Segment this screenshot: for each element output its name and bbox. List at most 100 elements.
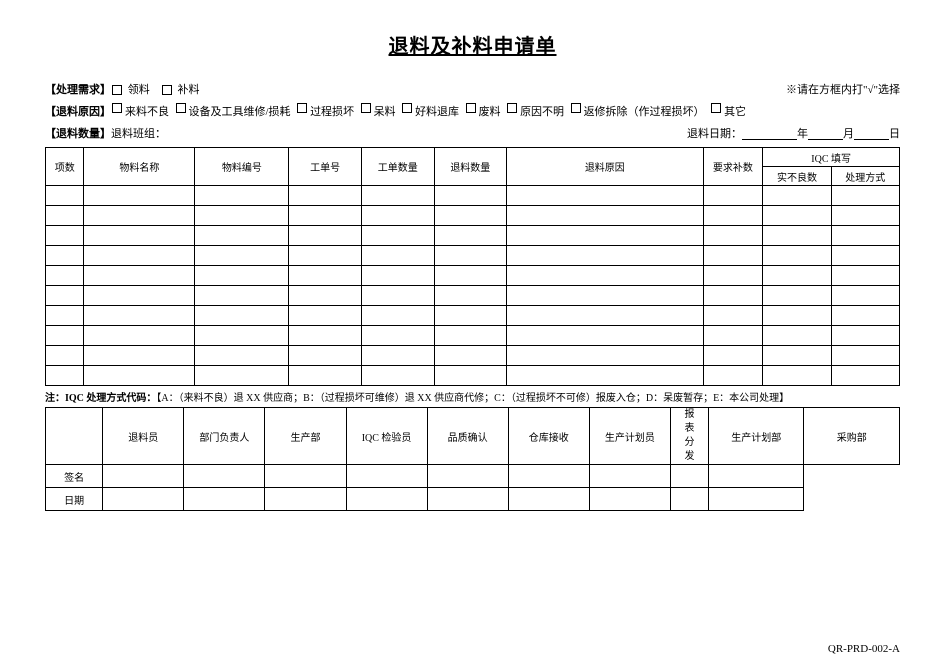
sign-cell[interactable] [346, 488, 427, 511]
sign-cell[interactable] [427, 465, 508, 488]
table-cell[interactable] [195, 266, 289, 286]
table-cell[interactable] [507, 246, 703, 266]
table-cell[interactable] [507, 226, 703, 246]
table-cell[interactable] [84, 226, 195, 246]
table-cell[interactable] [831, 226, 899, 246]
checkbox[interactable] [571, 103, 581, 113]
table-cell[interactable] [763, 186, 831, 206]
checkbox[interactable] [466, 103, 476, 113]
table-cell[interactable] [361, 266, 434, 286]
table-cell[interactable] [434, 186, 507, 206]
table-cell[interactable] [46, 306, 84, 326]
table-cell[interactable] [507, 366, 703, 386]
table-cell[interactable] [46, 186, 84, 206]
table-cell[interactable] [361, 346, 434, 366]
table-cell[interactable] [361, 206, 434, 226]
table-cell[interactable] [46, 206, 84, 226]
table-cell[interactable] [361, 186, 434, 206]
table-cell[interactable] [434, 306, 507, 326]
table-cell[interactable] [195, 246, 289, 266]
table-cell[interactable] [84, 206, 195, 226]
table-cell[interactable] [434, 266, 507, 286]
sign-cell[interactable] [670, 488, 708, 511]
table-cell[interactable] [84, 346, 195, 366]
table-cell[interactable] [361, 306, 434, 326]
table-cell[interactable] [361, 366, 434, 386]
table-cell[interactable] [703, 226, 763, 246]
table-cell[interactable] [507, 306, 703, 326]
table-cell[interactable] [289, 286, 362, 306]
table-cell[interactable] [361, 226, 434, 246]
table-cell[interactable] [831, 366, 899, 386]
sign-cell[interactable] [427, 488, 508, 511]
table-cell[interactable] [195, 346, 289, 366]
table-cell[interactable] [46, 326, 84, 346]
table-cell[interactable] [703, 306, 763, 326]
table-cell[interactable] [289, 226, 362, 246]
table-cell[interactable] [84, 246, 195, 266]
table-cell[interactable] [46, 266, 84, 286]
table-cell[interactable] [289, 206, 362, 226]
table-cell[interactable] [289, 366, 362, 386]
sign-cell[interactable] [103, 488, 184, 511]
table-cell[interactable] [434, 286, 507, 306]
table-cell[interactable] [195, 206, 289, 226]
table-cell[interactable] [763, 346, 831, 366]
table-cell[interactable] [195, 186, 289, 206]
sign-cell[interactable] [589, 465, 670, 488]
table-cell[interactable] [831, 286, 899, 306]
table-cell[interactable] [703, 346, 763, 366]
table-cell[interactable] [507, 206, 703, 226]
table-cell[interactable] [831, 346, 899, 366]
table-cell[interactable] [507, 326, 703, 346]
table-cell[interactable] [84, 266, 195, 286]
table-cell[interactable] [289, 246, 362, 266]
table-cell[interactable] [361, 246, 434, 266]
sign-cell[interactable] [670, 465, 708, 488]
table-cell[interactable] [434, 326, 507, 346]
table-cell[interactable] [289, 266, 362, 286]
table-cell[interactable] [84, 326, 195, 346]
checkbox[interactable] [507, 103, 517, 113]
sign-cell[interactable] [184, 488, 265, 511]
checkbox[interactable] [162, 85, 172, 95]
table-cell[interactable] [46, 286, 84, 306]
table-cell[interactable] [703, 366, 763, 386]
sign-cell[interactable] [265, 488, 346, 511]
table-cell[interactable] [434, 226, 507, 246]
sign-cell[interactable] [184, 465, 265, 488]
table-cell[interactable] [289, 346, 362, 366]
checkbox[interactable] [297, 103, 307, 113]
table-cell[interactable] [46, 246, 84, 266]
table-cell[interactable] [46, 366, 84, 386]
table-cell[interactable] [763, 206, 831, 226]
date-month-blank[interactable] [808, 127, 843, 140]
checkbox[interactable] [402, 103, 412, 113]
table-cell[interactable] [831, 266, 899, 286]
checkbox[interactable] [112, 85, 122, 95]
table-cell[interactable] [703, 246, 763, 266]
checkbox[interactable] [361, 103, 371, 113]
table-cell[interactable] [763, 366, 831, 386]
table-cell[interactable] [84, 366, 195, 386]
table-cell[interactable] [195, 366, 289, 386]
sign-cell[interactable] [508, 488, 589, 511]
sign-cell[interactable] [103, 465, 184, 488]
sign-cell[interactable] [508, 465, 589, 488]
checkbox[interactable] [176, 103, 186, 113]
date-year-blank[interactable] [742, 127, 797, 140]
checkbox[interactable] [711, 103, 721, 113]
sign-cell[interactable] [346, 465, 427, 488]
table-cell[interactable] [84, 306, 195, 326]
table-cell[interactable] [195, 286, 289, 306]
table-cell[interactable] [703, 326, 763, 346]
date-day-blank[interactable] [854, 127, 889, 140]
table-cell[interactable] [763, 246, 831, 266]
table-cell[interactable] [831, 246, 899, 266]
table-cell[interactable] [195, 326, 289, 346]
sign-cell[interactable] [265, 465, 346, 488]
table-cell[interactable] [195, 306, 289, 326]
checkbox[interactable] [112, 103, 122, 113]
table-cell[interactable] [434, 346, 507, 366]
table-cell[interactable] [84, 286, 195, 306]
